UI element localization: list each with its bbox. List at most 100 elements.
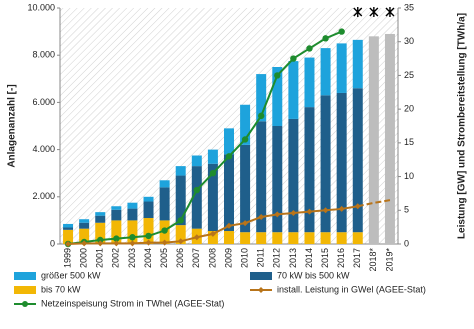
bar: [127, 208, 138, 221]
line-marker: [338, 205, 345, 212]
y2-tick-label: 30: [404, 36, 414, 46]
legend-label: 70 kW bis 500 kW: [277, 270, 350, 280]
bar: [256, 74, 267, 122]
bar: [272, 126, 283, 233]
line-marker: [161, 227, 168, 234]
bar: [224, 154, 234, 232]
bar: [159, 187, 170, 221]
line-marker: [322, 35, 329, 42]
line-marker: [226, 222, 232, 229]
bar: [175, 175, 186, 226]
x-tick-label: 2004: [143, 248, 153, 268]
y2-tick-label: 0: [404, 238, 409, 248]
line-marker: [209, 170, 217, 177]
bar: [63, 227, 74, 230]
line-marker: [258, 214, 265, 221]
bar: [207, 149, 218, 164]
x-tick-label: 2013: [288, 248, 298, 268]
y2-tick-label: 15: [404, 137, 414, 147]
legend-label: größer 500 kW: [41, 270, 101, 280]
y-tick-label: 6.000: [32, 97, 55, 107]
bar: [207, 231, 218, 244]
y-tick-label: 8.000: [32, 50, 55, 60]
y2-tick-label: 10: [404, 171, 414, 181]
bar: [224, 128, 234, 155]
x-tick-label: 2015: [320, 248, 330, 268]
bar: [79, 222, 90, 229]
bar: [143, 201, 154, 219]
line-marker: [242, 220, 249, 227]
bar: [111, 220, 122, 244]
bar: [352, 232, 363, 244]
bar: [191, 155, 202, 167]
bar: [384, 33, 395, 245]
y-tick-label: 10.000: [27, 2, 55, 12]
legend-marker: [258, 287, 264, 293]
bar: [63, 223, 74, 228]
legend-label: install. Leistung in GWel (AGEE-Stat): [277, 284, 426, 294]
y2-tick-label: 25: [404, 70, 414, 80]
x-tick-label: 2014: [304, 248, 314, 268]
x-tick-label: 2016: [336, 248, 346, 268]
bar: [304, 57, 315, 108]
line-marker: [113, 235, 120, 242]
legend-label: bis 70 kW: [41, 284, 81, 294]
y-tick-label: 0: [50, 238, 55, 248]
bar: [224, 231, 234, 244]
x-tick-label: 2002: [111, 248, 121, 268]
bar: [288, 61, 299, 119]
bar: [175, 166, 186, 176]
x-tick-label: 2000: [79, 248, 89, 268]
bar: [304, 107, 315, 233]
bar: [95, 215, 106, 223]
line-marker: [177, 217, 184, 224]
legend-swatch: [14, 272, 36, 280]
bar: [336, 43, 347, 93]
line-marker: [338, 28, 345, 35]
bar: [352, 39, 363, 89]
bar: [256, 121, 267, 233]
bar: [79, 228, 90, 244]
bar: [368, 36, 379, 244]
bar: [304, 232, 315, 244]
line-marker: [274, 72, 281, 79]
x-tick-label: 2006: [175, 248, 185, 268]
bar: [240, 144, 251, 233]
line-marker: [193, 186, 201, 194]
line-marker: [129, 240, 136, 247]
line-marker: [322, 207, 329, 214]
line-marker: [290, 55, 297, 62]
x-tick-label: 2007: [191, 248, 201, 268]
y2-axis-title: Leistung [GW] und Strombereitstellung [T…: [457, 13, 468, 239]
bar: [288, 118, 299, 233]
x-tick-label: 1999: [62, 248, 72, 268]
line-marker: [145, 239, 152, 246]
bar: [191, 166, 202, 229]
line-marker: [65, 241, 72, 247]
line-marker: [97, 240, 104, 247]
bar: [272, 232, 283, 244]
x-tick-label: 2010: [239, 248, 249, 268]
bar: [79, 219, 90, 223]
x-tick-label: 2019*: [384, 248, 394, 272]
line-marker: [193, 234, 200, 241]
bar: [159, 180, 170, 188]
line-marker: [161, 239, 168, 246]
line-marker: [274, 211, 281, 218]
line-marker: [177, 238, 184, 245]
bar: [63, 229, 74, 244]
bar: [240, 232, 251, 244]
bar: [320, 232, 331, 244]
line-marker: [209, 230, 216, 237]
bar: [336, 92, 347, 233]
bar: [111, 206, 122, 210]
y2-tick-label: 5: [404, 205, 409, 215]
bar: [95, 222, 106, 244]
x-tick-label: 2003: [127, 248, 137, 268]
line-marker: [113, 240, 120, 247]
x-tick-label: 2012: [272, 248, 282, 268]
x-tick-label: 2009: [223, 248, 233, 268]
line-marker: [81, 240, 88, 247]
y-axis-title: Anlagenanzahl [-]: [7, 84, 18, 167]
